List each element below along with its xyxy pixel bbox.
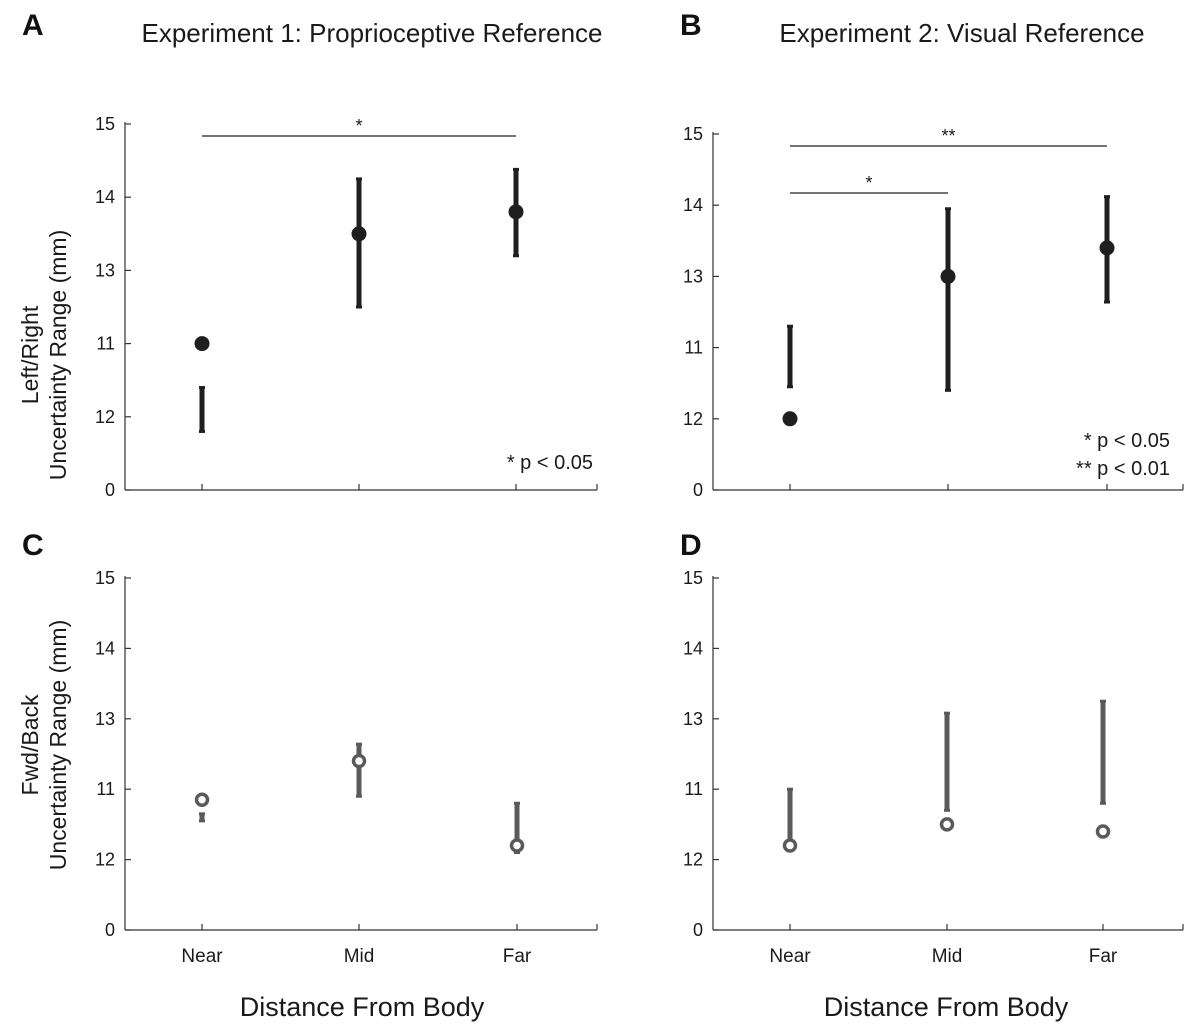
ylabel-top: Left/Right Uncertainty Range (mm)	[17, 230, 71, 481]
y-tick-label: 14	[95, 638, 115, 658]
x-tick-label: Far	[1089, 946, 1118, 967]
x-tick-label: Far	[503, 946, 532, 967]
y-tick-label: 13	[683, 266, 703, 286]
data-point	[1095, 824, 1111, 839]
ylabel-bottom-line-1: Fwd/Back	[17, 694, 43, 795]
significance-legend: ** p < 0.01	[1076, 458, 1170, 480]
y-tick-label: 14	[95, 187, 115, 207]
xlabel-left: Distance From Body	[240, 992, 485, 1022]
y-tick-label: 12	[95, 850, 115, 870]
panel-c: C 0 12 11 13 14 15 Near Mid Far	[22, 529, 598, 967]
significance-star: *	[355, 116, 362, 136]
panel-letter: A	[22, 9, 44, 42]
ylabel-top-line-2: Uncertainty Range (mm)	[45, 230, 71, 481]
ylabel-bottom: Fwd/Back Uncertainty Range (mm)	[17, 620, 71, 871]
ylabel-top-line-1: Left/Right	[17, 305, 43, 404]
y-tick-label: 0	[693, 920, 703, 940]
y-tick-label: 11	[96, 779, 115, 799]
data-point	[194, 336, 210, 352]
data-point	[509, 838, 525, 853]
y-tick-label: 13	[683, 709, 703, 729]
y-tick-label: 12	[683, 409, 703, 429]
panel-letter: D	[680, 529, 702, 562]
data-point	[508, 204, 524, 220]
y-tick-label: 14	[683, 638, 703, 658]
y-tick-label: 13	[95, 260, 115, 280]
x-tick-label: Near	[769, 946, 811, 967]
x-tick-label: Mid	[344, 946, 375, 967]
xlabel-right: Distance From Body	[824, 992, 1069, 1022]
data-point	[1099, 240, 1115, 256]
y-tick-label: 11	[96, 334, 115, 354]
y-tick-label: 0	[105, 480, 115, 500]
ylabel-bottom-line-2: Uncertainty Range (mm)	[45, 620, 71, 871]
data-point	[940, 268, 956, 284]
panel-letter: C	[22, 529, 44, 562]
panel-a: A 0 12 11 13 14 15 * * p < 0.05	[22, 9, 598, 500]
y-tick-label: 15	[683, 568, 703, 588]
data-point	[782, 838, 798, 853]
y-tick-label: 13	[95, 709, 115, 729]
data-point	[782, 411, 798, 427]
y-tick-label: 15	[95, 568, 115, 588]
y-tick-label: 12	[683, 850, 703, 870]
y-tick-label: 0	[693, 480, 703, 500]
panel-d: D 0 12 11 13 14 15 Near Mid Far	[680, 529, 1184, 967]
y-tick-label: 0	[105, 920, 115, 940]
y-tick-label: 15	[95, 114, 115, 134]
panel-letter: B	[680, 9, 702, 42]
experiment-1-title: Experiment 1: Proprioceptive Reference	[141, 18, 602, 48]
y-tick-label: 15	[683, 124, 703, 144]
x-tick-label: Mid	[932, 946, 963, 967]
data-point	[351, 226, 367, 242]
significance-legend: * p < 0.05	[507, 452, 593, 474]
significance-star: **	[941, 126, 955, 146]
y-tick-label: 14	[683, 195, 703, 215]
experiment-2-title: Experiment 2: Visual Reference	[779, 18, 1144, 48]
data-point	[194, 792, 210, 808]
y-tick-label: 12	[95, 407, 115, 427]
significance-star: *	[865, 173, 872, 193]
y-tick-label: 11	[684, 338, 703, 358]
y-tick-label: 11	[684, 779, 703, 799]
data-point	[351, 753, 367, 769]
significance-legend: * p < 0.05	[1084, 430, 1170, 452]
x-tick-label: Near	[181, 946, 223, 967]
data-point	[939, 817, 955, 832]
